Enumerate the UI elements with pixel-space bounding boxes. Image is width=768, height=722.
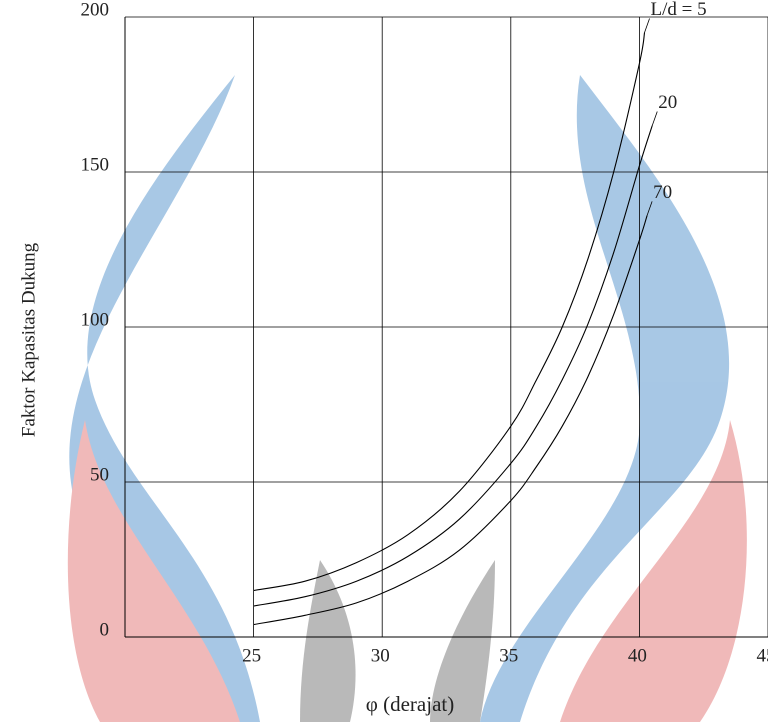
- x-tick-label: 30: [371, 645, 390, 666]
- y-tick-label: 50: [90, 464, 109, 485]
- y-axis-label: Faktor Kapasitas Dukung: [18, 242, 39, 437]
- x-tick-label: 40: [628, 645, 647, 666]
- series-label: 20: [658, 92, 677, 113]
- x-tick-label: 25: [242, 645, 261, 666]
- label-leader: [645, 19, 650, 33]
- y-tick-label: 0: [100, 619, 110, 640]
- y-tick-label: 200: [81, 0, 110, 20]
- series-label: 70: [653, 182, 672, 203]
- x-tick-label: 45: [757, 645, 768, 666]
- x-axis-label: φ (derajat): [366, 692, 454, 716]
- y-tick-label: 150: [81, 154, 110, 175]
- x-tick-label: 35: [499, 645, 518, 666]
- series-label: L/d = 5: [651, 0, 707, 20]
- y-tick-label: 100: [81, 309, 110, 330]
- chart: Faktor Kapasitas Dukung φ (derajat) 0 50 1…: [0, 0, 768, 722]
- label-leader: [652, 112, 657, 126]
